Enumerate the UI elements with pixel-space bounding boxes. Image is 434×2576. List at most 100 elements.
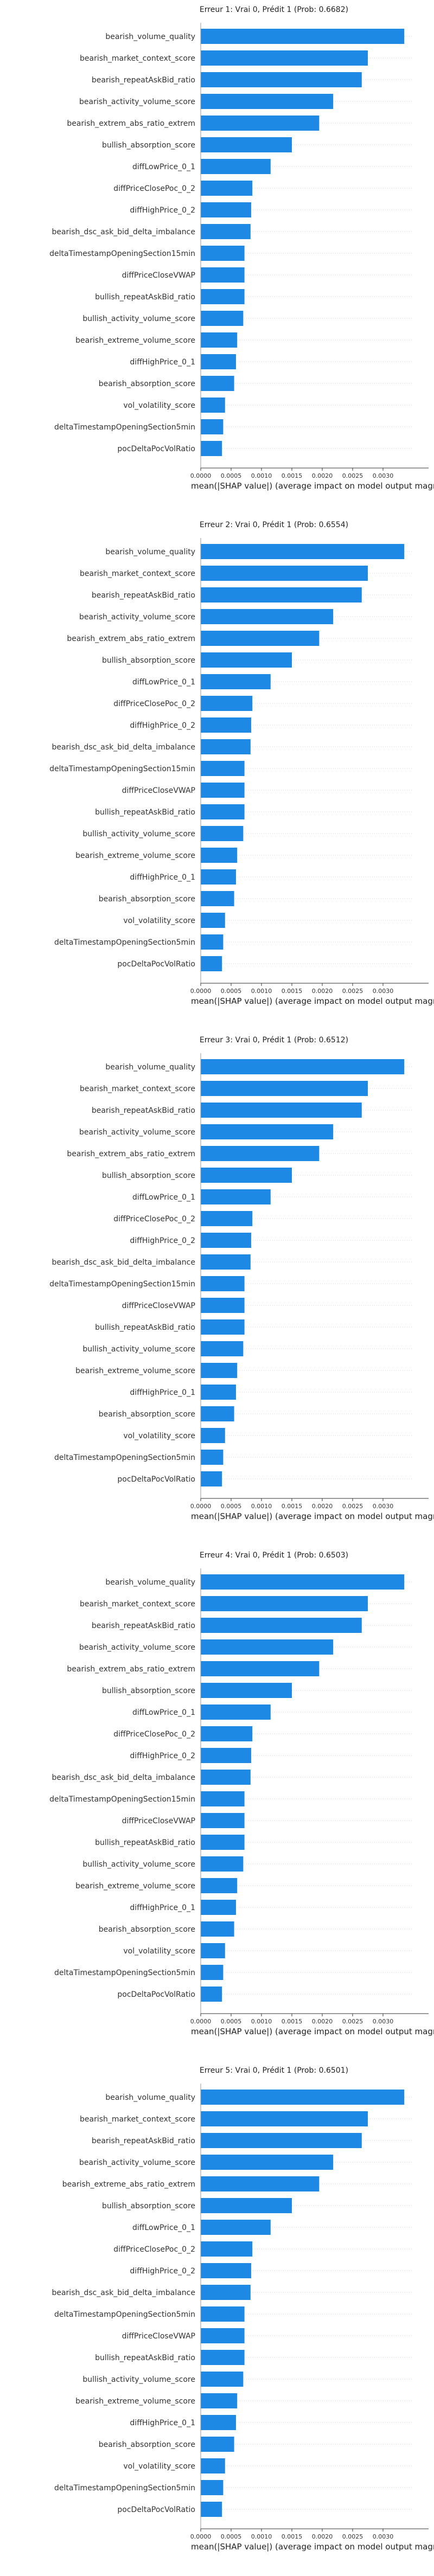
x-tick-label: 0.0005 <box>221 472 242 479</box>
x-tick-label: 0.0030 <box>373 2533 394 2540</box>
bar-bullish_repeatAskBid_ratio <box>201 804 245 819</box>
bar-deltaTimestampOpeningSection5min <box>201 1965 224 1980</box>
category-label: pocDeltaPocVolRatio <box>117 445 195 453</box>
category-label: bearish_volume_quality <box>105 1063 195 1072</box>
category-label: bearish_dsc_ask_bid_delta_imbalance <box>52 1773 195 1782</box>
category-label: bearish_volume_quality <box>105 2093 195 2102</box>
category-label: bearish_activity_volume_score <box>79 1643 195 1652</box>
bar-bearish_extrem_abs_ratio_extrem <box>201 116 320 131</box>
bar-diffHighPrice_0_1 <box>201 1385 236 1400</box>
bar-bearish_activity_volume_score <box>201 1124 334 1139</box>
category-label: diffHighPrice_0_1 <box>130 1904 195 1912</box>
category-label: diffLowPrice_0_1 <box>132 678 195 687</box>
bar-bearish_dsc_ask_bid_delta_imbalance <box>201 2285 251 2300</box>
bar-bearish_activity_volume_score <box>201 1639 334 1655</box>
x-tick-label: 0.0015 <box>282 1503 303 1510</box>
category-label: diffHighPrice_0_2 <box>130 1752 195 1760</box>
bar-bearish_repeatAskBid_ratio <box>201 72 362 87</box>
bar-pocDeltaPocVolRatio <box>201 956 222 971</box>
bar-diffHighPrice_0_1 <box>201 869 236 885</box>
category-label: diffHighPrice_0_1 <box>130 358 195 367</box>
bar-diffPriceCloseVWAP <box>201 1298 245 1313</box>
x-axis-label: mean(|SHAP value|) (average impact on mo… <box>191 2027 434 2036</box>
category-label: deltaTimestampOpeningSection5min <box>54 423 195 432</box>
bar-bullish_absorption_score <box>201 2198 292 2213</box>
category-label: diffHighPrice_0_1 <box>130 2419 195 2427</box>
category-label: pocDeltaPocVolRatio <box>117 2505 195 2514</box>
x-tick-label: 0.0005 <box>221 2533 242 2540</box>
bar-bearish_dsc_ask_bid_delta_imbalance <box>201 224 251 239</box>
category-label: diffHighPrice_0_1 <box>130 873 195 882</box>
bar-vol_volatility_score <box>201 398 225 413</box>
category-label: bullish_repeatAskBid_ratio <box>95 2354 195 2362</box>
category-label: bearish_activity_volume_score <box>79 613 195 621</box>
category-label: diffLowPrice_0_1 <box>132 1193 195 1202</box>
x-tick-label: 0.0020 <box>312 1503 333 1510</box>
category-label: deltaTimestampOpeningSection5min <box>54 1969 195 1977</box>
category-label: diffPriceClosePoc_0_2 <box>113 700 195 708</box>
category-label: diffHighPrice_0_2 <box>130 1236 195 1245</box>
category-label: bullish_activity_volume_score <box>82 1345 195 1354</box>
category-label: bearish_volume_quality <box>105 548 195 556</box>
category-label: diffPriceCloseVWAP <box>122 1817 195 1825</box>
bar-diffPriceClosePoc_0_2 <box>201 1211 253 1226</box>
bar-bullish_activity_volume_score <box>201 826 244 841</box>
category-label: bearish_repeatAskBid_ratio <box>92 591 195 600</box>
category-label: bearish_market_context_score <box>80 1085 195 1093</box>
category-label: bearish_activity_volume_score <box>79 2158 195 2167</box>
bar-bullish_absorption_score <box>201 1168 292 1183</box>
bar-bullish_activity_volume_score <box>201 1856 244 1872</box>
category-label: bullish_repeatAskBid_ratio <box>95 293 195 302</box>
category-label: diffPriceClosePoc_0_2 <box>113 2245 195 2254</box>
x-tick-label: 0.0020 <box>312 988 333 995</box>
category-label: bullish_activity_volume_score <box>82 830 195 838</box>
bar-diffPriceClosePoc_0_2 <box>201 1726 253 1741</box>
bar-bearish_extreme_volume_score <box>201 1878 238 1893</box>
bar-bearish_absorption_score <box>201 1406 234 1421</box>
bar-diffPriceCloseVWAP <box>201 1813 245 1828</box>
category-label: pocDeltaPocVolRatio <box>117 1990 195 1999</box>
category-label: bearish_absorption_score <box>99 1925 195 1934</box>
category-label: vol_volatility_score <box>123 2462 195 2471</box>
bar-bearish_market_context_score <box>201 1081 368 1096</box>
x-tick-label: 0.0000 <box>190 988 212 995</box>
bar-deltaTimestampOpeningSection15min <box>201 246 245 261</box>
bar-bearish_extreme_abs_ratio_extrem <box>201 2176 320 2191</box>
chart-2: Erreur 2: Vrai 0, Prédit 1 (Prob: 0.6554… <box>49 521 434 1006</box>
bar-bearish_market_context_score <box>201 566 368 581</box>
category-label: bullish_repeatAskBid_ratio <box>95 1838 195 1847</box>
x-tick-label: 0.0025 <box>342 472 363 479</box>
category-label: bullish_repeatAskBid_ratio <box>95 808 195 817</box>
category-label: vol_volatility_score <box>123 917 195 925</box>
x-tick-label: 0.0015 <box>282 2018 303 2025</box>
bar-diffPriceCloseVWAP <box>201 2328 245 2343</box>
x-tick-label: 0.0020 <box>312 472 333 479</box>
bar-diffLowPrice_0_1 <box>201 674 271 689</box>
bar-bearish_activity_volume_score <box>201 94 334 109</box>
category-label: bearish_extrem_abs_ratio_extrem <box>67 635 195 643</box>
bar-diffHighPrice_0_2 <box>201 1233 251 1248</box>
category-label: bearish_absorption_score <box>99 380 195 388</box>
bar-diffLowPrice_0_1 <box>201 1189 271 1204</box>
bar-bullish_repeatAskBid_ratio <box>201 2350 245 2365</box>
category-label: bearish_extreme_volume_score <box>75 336 195 345</box>
category-label: vol_volatility_score <box>123 1432 195 1440</box>
category-label: diffHighPrice_0_2 <box>130 206 195 215</box>
category-label: bullish_absorption_score <box>102 2202 195 2210</box>
bar-diffPriceClosePoc_0_2 <box>201 2241 253 2257</box>
bar-bearish_extreme_volume_score <box>201 2393 238 2408</box>
x-tick-label: 0.0025 <box>342 1503 363 1510</box>
category-label: diffPriceClosePoc_0_2 <box>113 1215 195 1223</box>
category-label: bullish_absorption_score <box>102 141 195 150</box>
category-label: deltaTimestampOpeningSection5min <box>54 2310 195 2319</box>
category-label: diffPriceCloseVWAP <box>122 1302 195 1310</box>
bar-diffHighPrice_0_2 <box>201 202 251 217</box>
x-axis-label: mean(|SHAP value|) (average impact on mo… <box>191 996 434 1006</box>
bar-bullish_repeatAskBid_ratio <box>201 289 245 304</box>
x-tick-label: 0.0005 <box>221 1503 242 1510</box>
bar-vol_volatility_score <box>201 1428 225 1443</box>
x-tick-label: 0.0025 <box>342 2533 363 2540</box>
bar-pocDeltaPocVolRatio <box>201 2502 222 2517</box>
chart-1: Erreur 1: Vrai 0, Prédit 1 (Prob: 0.6682… <box>49 5 434 491</box>
